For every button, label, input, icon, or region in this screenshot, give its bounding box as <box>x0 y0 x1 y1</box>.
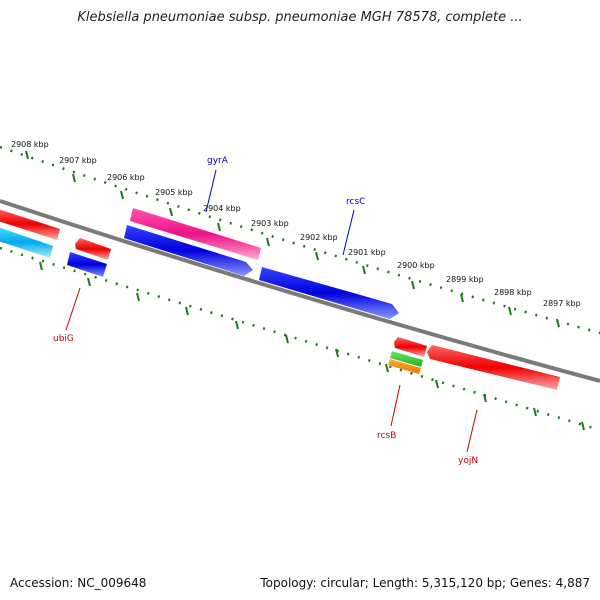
tick-label: 2902 kbp <box>300 233 338 242</box>
inner-tick-ring <box>0 246 600 432</box>
outer-major-ticks <box>25 150 560 328</box>
feature-yojN[interactable] <box>427 345 560 390</box>
tick-label: 2899 kbp <box>446 275 484 284</box>
tick-label: 2905 kbp <box>155 188 193 197</box>
leader-rcsC <box>342 209 355 256</box>
feature-gyrA[interactable] <box>130 208 261 260</box>
leader-ubiG <box>65 287 81 331</box>
gene-label-rcsB[interactable]: rcsB <box>377 431 396 441</box>
genome-summary-text: Topology: circular; Length: 5,315,120 bp… <box>260 576 590 590</box>
feature-red-left[interactable] <box>0 208 60 240</box>
feature-ubiG-arrow[interactable] <box>75 238 111 260</box>
feature-orange-rcsB[interactable] <box>388 359 421 374</box>
feature-green-rcsB[interactable] <box>390 351 423 367</box>
tick-label: 2903 kbp <box>251 219 289 228</box>
inner-major-ticks <box>39 261 585 431</box>
tick-label: 2906 kbp <box>107 173 145 182</box>
gene-label-gyrA[interactable]: gyrA <box>207 156 229 166</box>
tick-label: 2908 kbp <box>11 140 49 149</box>
feature-cyan-left[interactable] <box>0 226 53 258</box>
tick-label: 2897 kbp <box>543 299 581 308</box>
feature-rcsC-forward[interactable] <box>394 337 427 357</box>
accession-text: Accession: NC_009648 <box>10 576 147 590</box>
feature-blue-gyrA[interactable] <box>124 225 253 276</box>
leader-rcsB <box>390 384 401 427</box>
gene-label-ubiG[interactable]: ubiG <box>53 334 74 344</box>
feature-blue-ubiG[interactable] <box>67 252 107 277</box>
leader-gyrA <box>205 169 217 213</box>
gene-label-yojN[interactable]: yojN <box>458 456 478 466</box>
feature-blue-rcsC[interactable] <box>259 267 399 319</box>
outer-tick-ring <box>0 145 600 335</box>
gene-label-rcsC[interactable]: rcsC <box>346 197 365 207</box>
tick-label: 2898 kbp <box>494 288 532 297</box>
tick-label: 2907 kbp <box>59 156 97 165</box>
leader-yojN <box>466 409 478 453</box>
map-title: Klebsiella pneumoniae subsp. pneumoniae … <box>77 10 523 25</box>
genome-backbone <box>0 199 600 383</box>
tick-label: 2901 kbp <box>348 248 386 257</box>
tick-label: 2900 kbp <box>397 261 435 270</box>
tick-label: 2904 kbp <box>203 204 241 213</box>
